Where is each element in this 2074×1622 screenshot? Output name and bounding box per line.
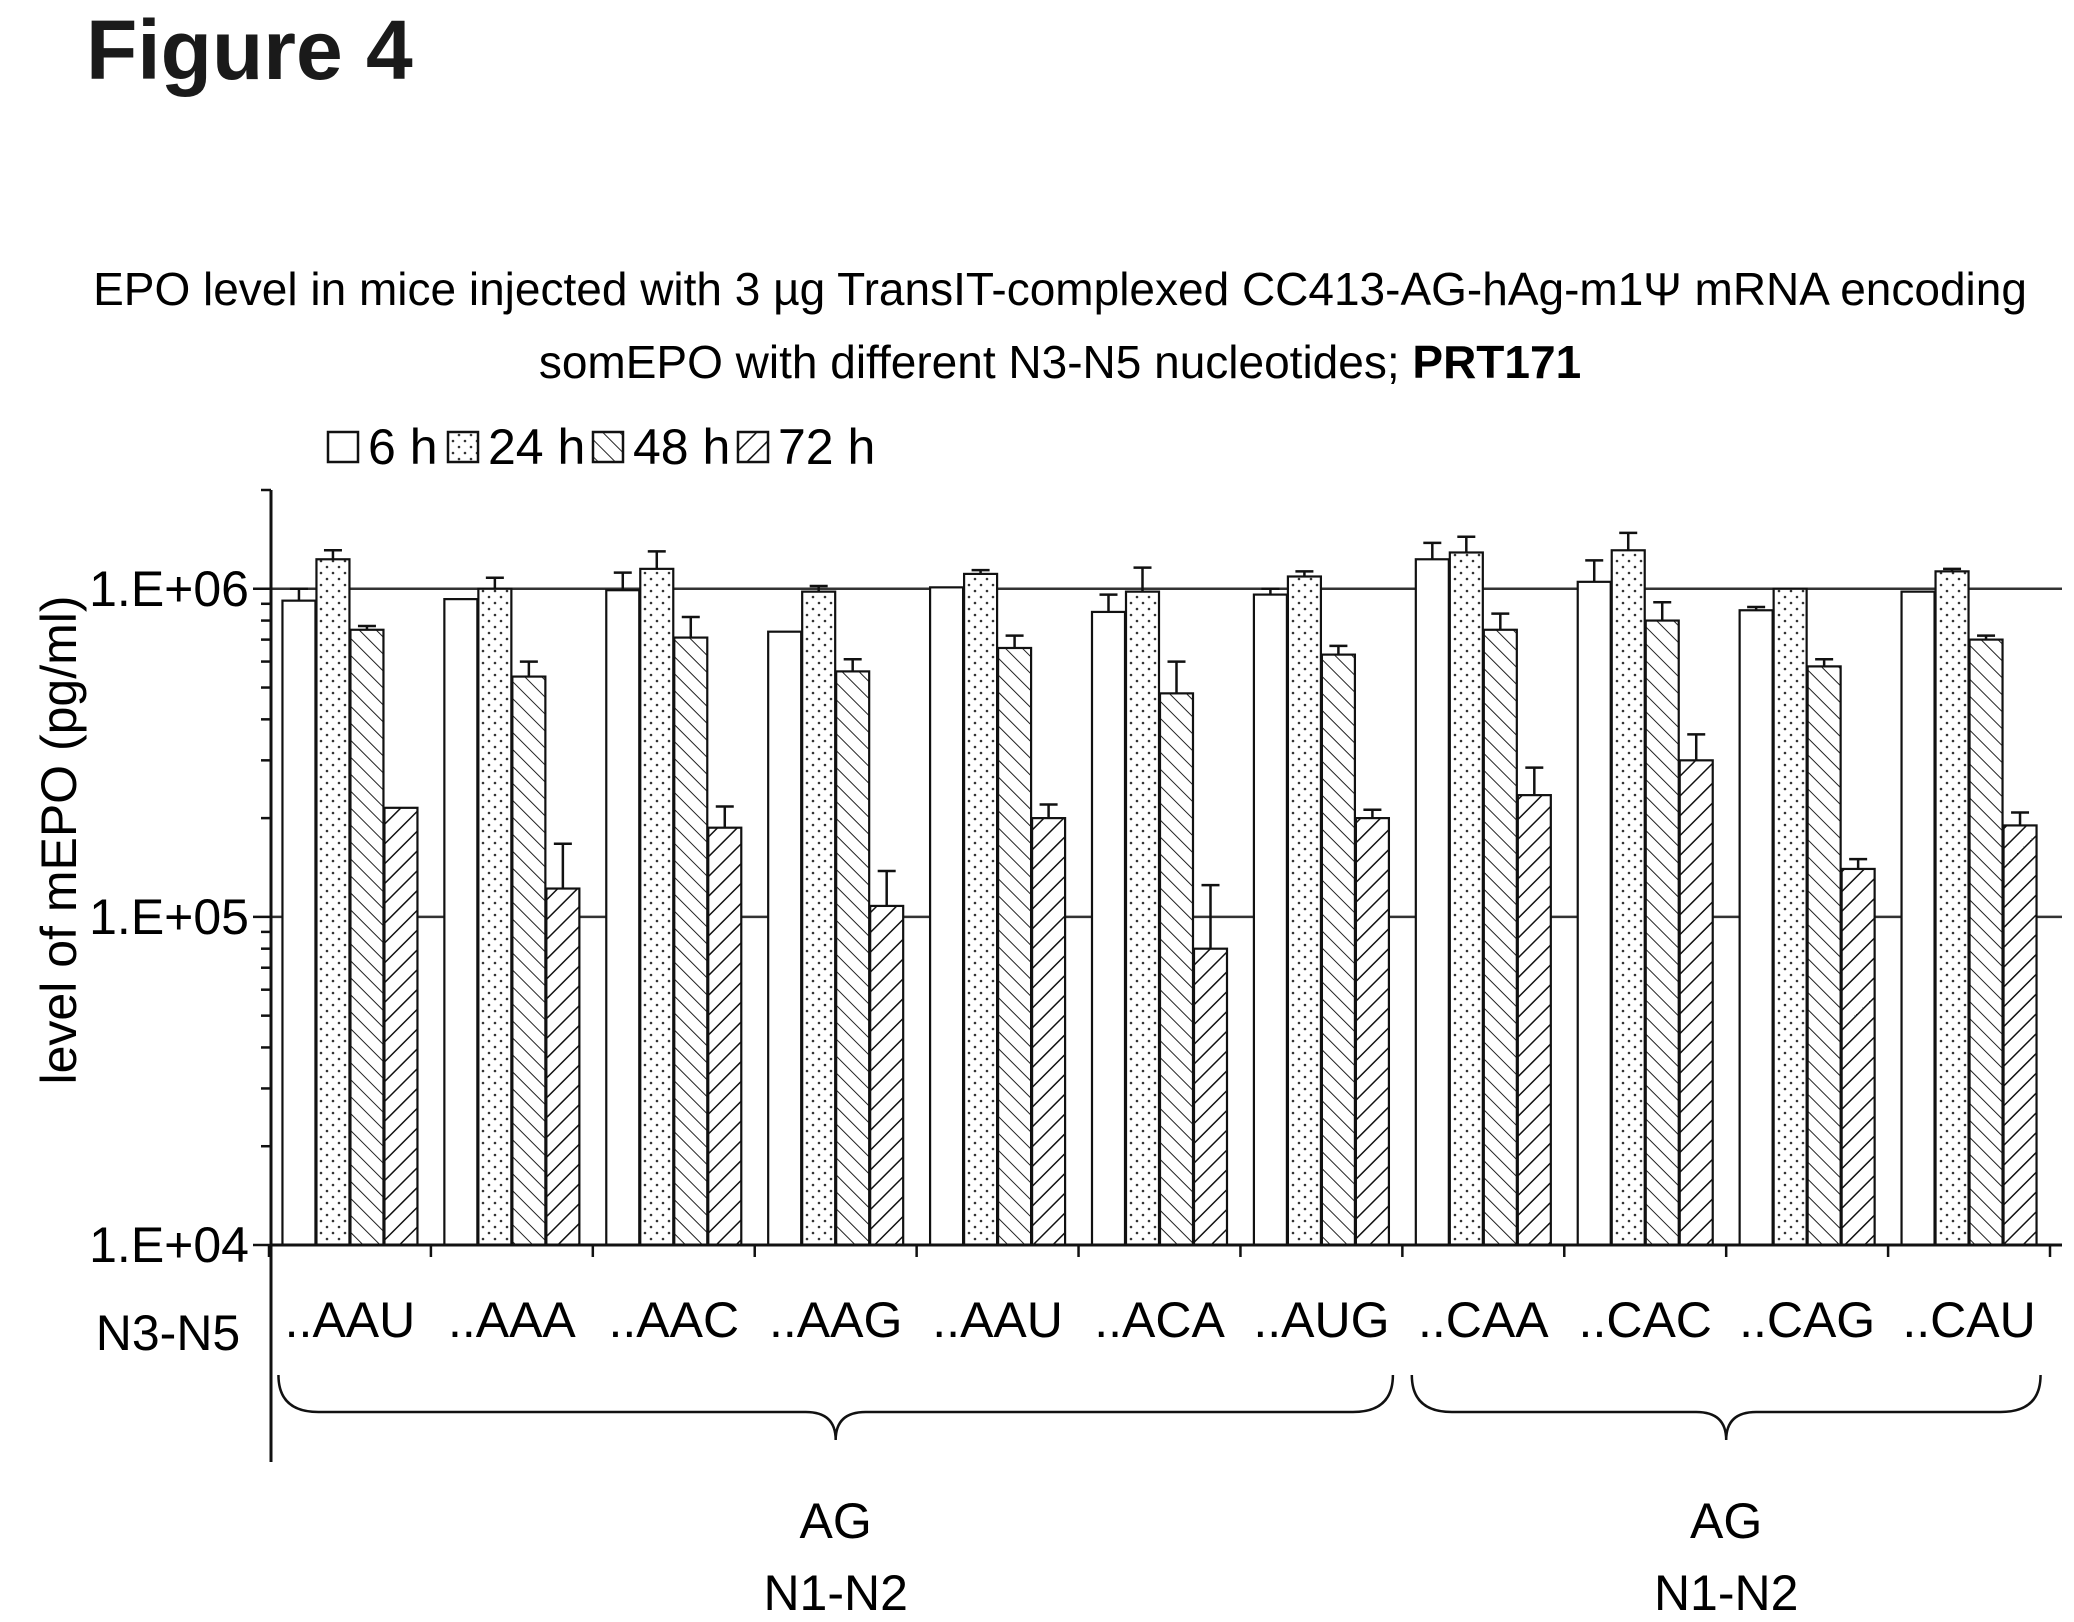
bars: [281, 531, 2038, 1247]
bar-9-0: [1738, 609, 1774, 1247]
bar-6-0: [1252, 593, 1289, 1247]
bar-7-2: [1482, 628, 1518, 1247]
legend-swatch-1: [446, 430, 480, 464]
group-label-line1-1: AG: [1690, 1493, 1762, 1549]
bar-8-1: [1610, 549, 1646, 1247]
y-tick-label-2: 1.E+06: [89, 561, 249, 617]
group-brace-0: [277, 1374, 1395, 1441]
bar-7-1: [1448, 551, 1484, 1247]
legend-swatch-3: [736, 430, 770, 464]
bar-10-3: [2002, 824, 2038, 1247]
legend-label-0: 6 h: [368, 419, 438, 475]
bar-10-2: [1968, 638, 2004, 1247]
y-ticks: 1.E+04 1.E+05 1.E+06: [89, 561, 249, 1273]
bar-9-2: [1806, 665, 1842, 1247]
category-label-3: ..AAG: [769, 1292, 902, 1348]
group-label-line1-0: AG: [800, 1493, 872, 1549]
axes: [253, 488, 2062, 1462]
bar-1-2: [511, 675, 547, 1247]
bar-0-1: [315, 558, 351, 1247]
bar-2-1: [639, 567, 675, 1247]
group-braces: AG N1-N2 AG N1-N2: [277, 1374, 2042, 1621]
y-axis-label: level of mEPO (pg/ml): [31, 595, 87, 1084]
bar-1-3: [545, 887, 581, 1247]
bar-4-0: [928, 586, 965, 1247]
bar-3-3: [869, 904, 905, 1247]
bar-3-2: [835, 670, 871, 1247]
bar-9-3: [1840, 867, 1876, 1247]
bar-5-0: [1090, 610, 1127, 1247]
legend-label-1: 24 h: [488, 419, 585, 475]
row-label: N3-N5: [96, 1305, 240, 1361]
category-label-1: ..AAA: [448, 1292, 576, 1348]
group-label-line2-1: N1-N2: [1654, 1565, 1798, 1621]
bar-8-3: [1678, 759, 1714, 1247]
legend-label-3: 72 h: [778, 419, 875, 475]
figure-label: Figure 4: [86, 3, 413, 97]
bar-6-3: [1354, 817, 1391, 1247]
y-tick-label-1: 1.E+05: [89, 889, 249, 945]
legend-label-2: 48 h: [633, 419, 730, 475]
group-brace-1: [1410, 1374, 2042, 1441]
bar-9-1: [1772, 587, 1808, 1247]
bar-4-2: [996, 646, 1033, 1247]
bar-3-1: [801, 590, 837, 1247]
bar-2-3: [707, 826, 743, 1247]
category-label-0: ..AAU: [285, 1292, 416, 1348]
bar-7-3: [1516, 794, 1552, 1247]
y-tick-label-0: 1.E+04: [89, 1217, 249, 1273]
bar-2-0: [605, 589, 641, 1247]
legend: 6 h 24 h 48 h 72 h: [326, 419, 875, 475]
bar-5-1: [1124, 590, 1161, 1247]
group-label-line2-0: N1-N2: [763, 1565, 907, 1621]
bar-4-1: [962, 572, 999, 1247]
legend-swatch-2: [591, 430, 625, 464]
chart-title-line2-prefix: somEPO with different N3-N5 nucleotides;: [539, 336, 1413, 388]
category-label-4: ..AAU: [932, 1292, 1063, 1348]
bar-10-1: [1934, 570, 1970, 1247]
bar-1-1: [477, 587, 513, 1247]
category-label-5: ..ACA: [1094, 1292, 1225, 1348]
bar-5-3: [1192, 947, 1229, 1247]
bar-0-0: [281, 599, 317, 1247]
category-label-8: ..CAC: [1579, 1292, 1712, 1348]
chart-title-line2: somEPO with different N3-N5 nucleotides;…: [539, 336, 1581, 388]
bar-6-2: [1320, 653, 1357, 1247]
bar-6-1: [1286, 575, 1323, 1247]
category-label-6: ..AUG: [1253, 1292, 1389, 1348]
bar-0-3: [383, 806, 419, 1247]
bar-5-2: [1158, 692, 1195, 1247]
bar-10-0: [1900, 590, 1936, 1247]
bar-8-2: [1644, 619, 1680, 1247]
bar-1-0: [443, 598, 479, 1247]
bar-8-0: [1576, 580, 1612, 1247]
bar-7-0: [1414, 558, 1450, 1247]
chart-title-line2-bold: PRT171: [1412, 336, 1581, 388]
bar-4-3: [1030, 817, 1067, 1247]
bar-0-2: [349, 628, 385, 1247]
bar-3-0: [767, 630, 803, 1247]
category-label-2: ..AAC: [608, 1292, 739, 1348]
category-label-10: ..CAU: [1902, 1292, 2035, 1348]
chart-title-line1: EPO level in mice injected with 3 µg Tra…: [93, 263, 2027, 315]
category-label-7: ..CAA: [1418, 1292, 1549, 1348]
category-label-9: ..CAG: [1739, 1292, 1875, 1348]
bar-2-2: [673, 636, 709, 1247]
category-labels: ..AAU ..AAA ..AAC ..AAG ..AAU ..ACA ..AUG ..CAA…: [285, 1292, 2036, 1348]
legend-swatch-0: [326, 430, 360, 464]
